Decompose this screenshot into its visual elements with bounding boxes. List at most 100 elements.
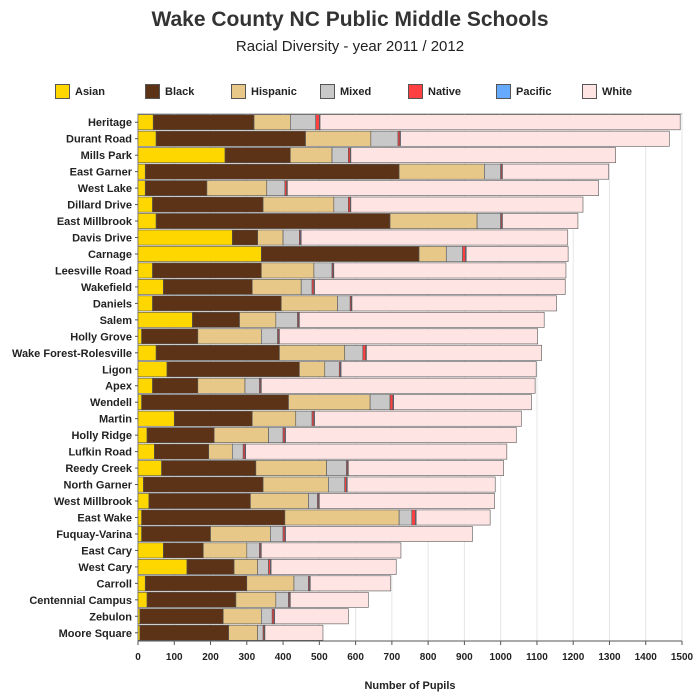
bar-white-davis-drive (300, 229, 569, 246)
bar-asian-west-lake (137, 180, 146, 196)
bar-asian-east-millbrook (137, 213, 157, 229)
legend-label: Mixed (340, 85, 372, 98)
bar-asian-east-garner (137, 163, 146, 180)
bar-white-zebulon (274, 608, 349, 625)
x-tick-label: 1000 (490, 652, 513, 663)
bar-mixed-east-millbrook (476, 213, 501, 229)
category-label: Davis Drive (72, 233, 132, 245)
bar-white-wakefield (314, 279, 566, 295)
bar-hispanic-mills-park (290, 147, 333, 164)
bar-asian-daniels (137, 295, 153, 312)
bar-black-carnage (261, 246, 420, 262)
bar-hispanic-fuquay-varina (210, 526, 271, 542)
bar-black-reedy-creek (161, 460, 257, 476)
bar-mixed-mills-park (331, 147, 349, 164)
category-label: East Wake (77, 512, 132, 524)
x-tick-label: 900 (456, 652, 473, 663)
legend-label: Hispanic (251, 85, 297, 98)
legend-swatch (408, 84, 423, 99)
bar-mixed-west-lake (266, 180, 286, 196)
category-label: Lufkin Road (68, 447, 132, 459)
bar-mixed-leesville-road (313, 262, 333, 279)
bar-hispanic-centennial-campus (235, 591, 277, 608)
bar-white-salem (299, 311, 545, 328)
bar-black-east-wake (141, 509, 286, 526)
bar-black-west-millbrook (148, 493, 251, 509)
x-tick-label: 800 (420, 652, 437, 663)
x-tick-label: 700 (384, 652, 401, 663)
bar-mixed-daniels (337, 295, 351, 312)
category-label: Mills Park (81, 150, 133, 162)
bar-hispanic-reedy-creek (255, 460, 327, 476)
category-label: Carroll (97, 578, 132, 590)
bar-white-mills-park (350, 147, 616, 164)
bar-black-leesville-road (152, 262, 262, 279)
bar-white-wendell (393, 394, 532, 411)
x-tick-label: 500 (311, 652, 328, 663)
category-label: West Lake (78, 183, 132, 195)
bar-white-east-wake (415, 509, 491, 526)
bar-white-apex (261, 377, 536, 394)
bar-black-salem (192, 311, 240, 328)
bar-white-fuquay-varina (285, 526, 473, 542)
bar-black-east-garner (144, 163, 400, 180)
bar-mixed-apex (244, 377, 260, 394)
bar-black-durant-road (155, 130, 306, 147)
bar-white-west-cary (270, 559, 397, 575)
bar-mixed-dillard-drive (333, 196, 349, 213)
bar-hispanic-carnage (418, 246, 447, 262)
bar-mixed-salem (275, 311, 298, 328)
bar-hispanic-daniels (280, 295, 338, 312)
legend-label: White (602, 85, 632, 98)
bar-hispanic-lufkin-road (208, 443, 233, 460)
chart-legend: Asian Black Hispanic Mixed Native Pacific Whit… (0, 84, 700, 104)
bar-asian-fuquay-varina (137, 526, 142, 542)
category-label: Salem (100, 315, 133, 327)
chart-title: Wake County NC Public Middle Schools (151, 8, 549, 31)
bar-hispanic-wake-forest-rolesville (279, 344, 346, 361)
bar-black-fuquay-varina (141, 526, 211, 542)
bar-black-moore-square (139, 624, 229, 641)
bar-mixed-durant-road (370, 130, 399, 147)
bar-hispanic-west-millbrook (250, 493, 309, 509)
x-tick-label: 400 (275, 652, 292, 663)
bar-asian-lufkin-road (137, 443, 155, 460)
bar-asian-holly-grove (137, 328, 142, 345)
bar-mixed-carnage (445, 246, 463, 262)
chart-subtitle: Racial Diversity - year 2011 / 2012 (235, 38, 465, 55)
bar-hispanic-east-millbrook (389, 213, 478, 229)
bar-hispanic-east-wake (284, 509, 400, 526)
bar-white-west-millbrook (319, 493, 495, 509)
bar-asian-carroll (137, 575, 146, 592)
bar-asian-leesville-road (137, 262, 153, 279)
bar-white-moore-square (264, 624, 324, 641)
bar-black-martin (173, 410, 253, 427)
category-label: Moore Square (59, 628, 132, 640)
category-label: Dillard Drive (67, 200, 132, 212)
bar-black-apex (152, 377, 199, 394)
bar-black-mills-park (224, 147, 291, 164)
bar-native-east-wake (411, 509, 416, 526)
legend-label: Black (165, 85, 195, 98)
bar-mixed-wendell (369, 394, 391, 411)
category-label: Heritage (88, 117, 132, 129)
x-tick-label: 1400 (635, 652, 658, 663)
bar-black-heritage (152, 114, 255, 131)
legend-item-white: White (582, 84, 632, 99)
bar-black-wake-forest-rolesville (155, 344, 280, 361)
bar-asian-ligon (137, 361, 168, 378)
bar-hispanic-apex (197, 377, 246, 394)
bar-hispanic-dillard-drive (262, 196, 335, 213)
x-tick-label: 600 (347, 652, 364, 663)
legend-swatch (231, 84, 246, 99)
bar-mixed-east-cary (246, 542, 260, 559)
legend-swatch (496, 84, 511, 99)
bar-mixed-heritage (290, 114, 317, 131)
bar-hispanic-heritage (253, 114, 291, 131)
bar-hispanic-leesville-road (261, 262, 315, 279)
bar-hispanic-durant-road (305, 130, 372, 147)
legend-swatch (145, 84, 160, 99)
bar-native-wake-forest-rolesville (362, 344, 367, 361)
legend-item-hispanic: Hispanic (231, 84, 297, 99)
bar-white-dillard-drive (350, 196, 584, 213)
